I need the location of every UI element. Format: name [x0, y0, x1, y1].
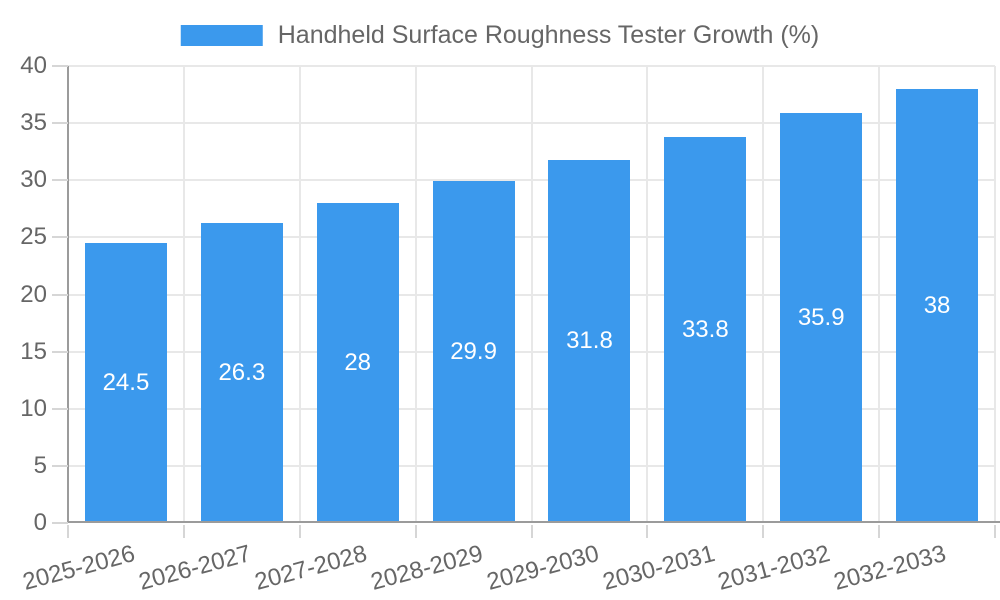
x-tick: [182, 525, 185, 538]
bar-value-label: 29.9: [450, 338, 497, 366]
x-tick-label: 2031-2032: [715, 540, 834, 596]
x-tick-label: 2029-2030: [483, 540, 602, 596]
bar[interactable]: [780, 112, 863, 523]
x-tick-label: 2032-2033: [831, 540, 950, 596]
plot-area: 24.5 26.3 28 29.9 31.8 33.8 35.9 38: [67, 65, 1000, 523]
y-tick: [52, 407, 68, 410]
bar[interactable]: [84, 243, 167, 523]
bar[interactable]: [200, 222, 283, 523]
v-gridline: [182, 66, 185, 523]
bar-value-label: 31.8: [566, 327, 613, 355]
bar[interactable]: [432, 181, 515, 523]
y-tick: [52, 464, 68, 467]
y-tick: [52, 522, 68, 524]
bar[interactable]: [896, 88, 979, 523]
legend-swatch: [180, 25, 263, 46]
x-tick-label: 2030-2031: [599, 540, 718, 596]
v-gridline: [414, 66, 417, 523]
y-tick-label: 35: [20, 109, 47, 137]
x-axis-line: [67, 521, 1000, 523]
y-tick-label: 30: [20, 166, 47, 194]
y-tick: [52, 179, 68, 182]
x-tick: [994, 525, 996, 538]
y-tick-label: 15: [20, 337, 47, 365]
y-tick-label: 40: [20, 52, 47, 79]
y-tick-label: 20: [20, 280, 47, 308]
v-gridline: [878, 66, 881, 523]
y-tick-label: 0: [33, 509, 47, 536]
y-tick: [52, 236, 68, 239]
y-tick-label: 5: [33, 451, 47, 479]
bar-value-label: 33.8: [681, 315, 729, 343]
x-tick: [298, 525, 301, 538]
v-gridline: [762, 66, 765, 523]
bar[interactable]: [316, 203, 399, 523]
y-tick: [52, 65, 68, 67]
x-tick-label: 2025-2026: [20, 540, 138, 596]
bar-value-label: 26.3: [218, 358, 266, 386]
bar-value-label: 28: [344, 349, 372, 377]
x-tick: [762, 525, 765, 538]
x-tick-label: 2027-2028: [251, 540, 370, 596]
v-gridline: [530, 66, 533, 523]
x-tick-label: 2028-2029: [367, 540, 486, 596]
y-tick: [52, 293, 68, 296]
y-tick: [52, 122, 68, 125]
legend-item[interactable]: Handheld Surface Roughness Tester Growth…: [180, 21, 820, 50]
y-tick-label: 25: [20, 223, 47, 251]
bar[interactable]: [548, 159, 631, 523]
x-tick: [878, 525, 881, 538]
legend-label: Handheld Surface Roughness Tester Growth…: [277, 21, 820, 49]
v-gridline: [994, 66, 996, 523]
v-gridline: [646, 66, 649, 523]
x-tick: [530, 525, 533, 538]
y-tick-label: 10: [20, 394, 47, 422]
bar-value-label: 38: [923, 291, 951, 319]
bar-value-label: 24.5: [102, 369, 150, 397]
y-axis-line: [67, 66, 69, 523]
bar-value-label: 35.9: [797, 303, 845, 331]
v-gridline: [298, 66, 301, 523]
y-tick: [52, 350, 68, 353]
x-tick: [414, 525, 417, 538]
x-tick-label: 2026-2027: [135, 540, 254, 596]
x-tick: [67, 525, 69, 538]
bar[interactable]: [664, 136, 747, 523]
x-tick: [646, 525, 649, 538]
